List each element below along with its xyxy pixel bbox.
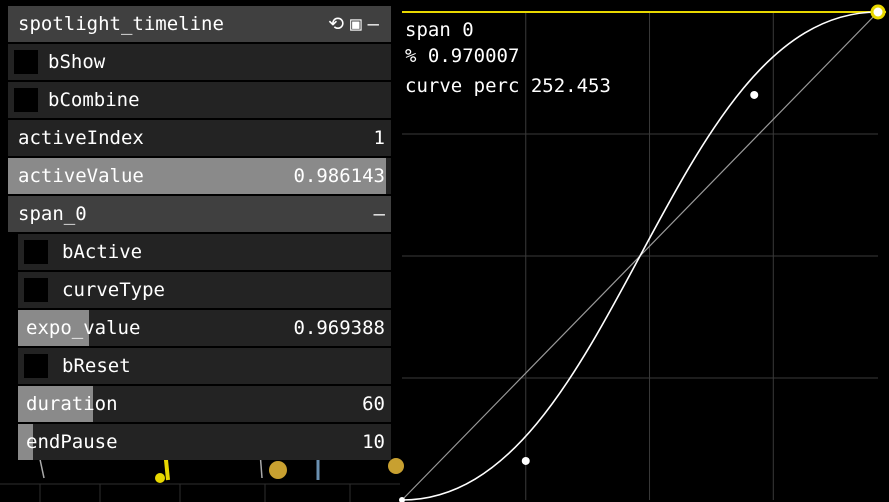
group-header-span0[interactable]: span_0 – xyxy=(8,196,391,232)
curve-end-point[interactable] xyxy=(870,4,886,20)
panel-title: spotlight_timeline xyxy=(18,13,224,35)
checkbox[interactable] xyxy=(24,354,48,378)
toggle-breset[interactable]: bReset xyxy=(18,348,391,384)
field-value: 1 xyxy=(373,127,385,149)
curve-editor[interactable] xyxy=(399,4,886,502)
curve-start-point[interactable] xyxy=(399,497,405,502)
collapse-icon[interactable]: – xyxy=(373,203,385,225)
toggle-label: curveType xyxy=(62,279,165,301)
toggle-bactive[interactable]: bActive xyxy=(18,234,391,270)
slider-active-value[interactable]: activeValue 0.986143 xyxy=(8,158,391,194)
slider-label: activeValue xyxy=(18,165,144,187)
panel-header[interactable]: spotlight_timeline ⟲▣– xyxy=(8,6,391,42)
field-active-index[interactable]: activeIndex 1 xyxy=(8,120,391,156)
panel-header-icons: ⟲▣– xyxy=(328,6,385,42)
save-icon[interactable]: ▣ xyxy=(350,13,368,35)
field-label: activeIndex xyxy=(18,127,144,149)
slider-fill xyxy=(18,424,33,460)
checkbox[interactable] xyxy=(24,240,48,264)
timeline-background xyxy=(0,483,400,502)
toggle-curvetype[interactable]: curveType xyxy=(18,272,391,308)
toggle-label: bCombine xyxy=(48,89,140,111)
slider-label: expo_value xyxy=(26,317,141,339)
span-label: span 0 xyxy=(405,19,474,41)
group-title: span_0 xyxy=(18,203,87,225)
timeline-keyframe[interactable] xyxy=(388,458,404,474)
slider-expo-value[interactable]: expo_value 0.969388 xyxy=(18,310,391,346)
toggle-label: bShow xyxy=(48,51,106,73)
timeline-keyframe[interactable] xyxy=(269,461,287,479)
toggle-label: bReset xyxy=(62,355,131,377)
slider-value: 0.986143 xyxy=(293,165,385,187)
gui-panel: spotlight_timeline ⟲▣– bShow bCombine ac… xyxy=(8,6,391,462)
control-point-1[interactable] xyxy=(521,456,530,465)
slider-label: duration xyxy=(26,393,118,415)
slider-value: 60 xyxy=(362,393,385,415)
checkbox[interactable] xyxy=(14,88,38,112)
control-point-2[interactable] xyxy=(750,90,759,99)
slider-fill xyxy=(18,386,93,422)
checkbox[interactable] xyxy=(14,50,38,74)
slider-endpause[interactable]: endPause 10 xyxy=(18,424,391,460)
toggle-bshow[interactable]: bShow xyxy=(8,44,391,80)
slider-value: 10 xyxy=(362,431,385,453)
curve-perc-label: curve perc 252.453 xyxy=(405,75,611,97)
slider-fill xyxy=(8,158,386,194)
percent-label: % 0.970007 xyxy=(405,45,520,67)
slider-value: 0.969388 xyxy=(293,317,385,339)
toggle-bcombine[interactable]: bCombine xyxy=(8,82,391,118)
minimize-icon[interactable]: – xyxy=(367,13,385,35)
slider-duration[interactable]: duration 60 xyxy=(18,386,391,422)
slider-fill xyxy=(18,310,89,346)
checkbox[interactable] xyxy=(24,278,48,302)
slider-label: endPause xyxy=(26,431,118,453)
reload-icon[interactable]: ⟲ xyxy=(328,13,351,35)
easing-curve xyxy=(401,11,879,501)
toggle-label: bActive xyxy=(62,241,143,263)
timeline-keyframe[interactable] xyxy=(155,473,165,483)
